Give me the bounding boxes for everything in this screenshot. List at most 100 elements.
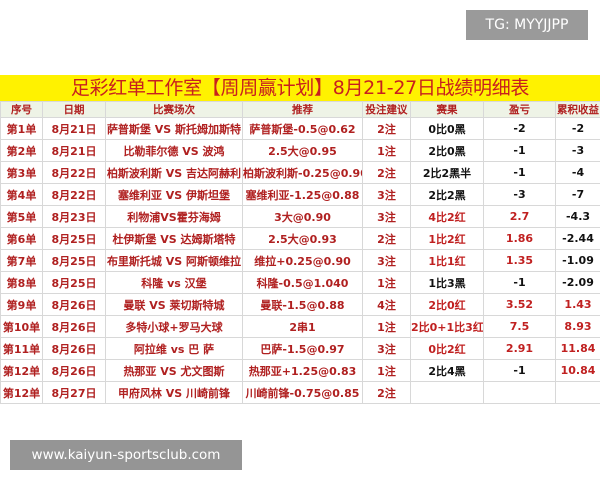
table-row: 第7单 8月25日 布里斯托城 VS 阿斯顿维拉 维拉+0.25@0.90 3注 1比1红…: [0, 249, 600, 272]
cell-seq: 第8单: [0, 271, 43, 294]
header-match: 比赛场次: [105, 101, 243, 118]
cell-match: 利物浦VS霍芬海姆: [105, 205, 243, 228]
table-row: 第8单 8月25日 科隆 vs 汉堡 科隆-0.5@1.040 1注 1比3黑 -1 -2.0…: [0, 271, 600, 294]
table-row: 第3单 8月22日 柏斯波利斯 VS 吉达阿赫利 柏斯波利斯-0.25@0.90 2注 2…: [0, 161, 600, 184]
cell-date: 8月21日: [42, 139, 106, 162]
cell-profit: 1.35: [483, 249, 556, 272]
cell-result: 2比2黑半: [410, 161, 484, 184]
cell-stake: 3注: [362, 183, 411, 206]
cell-profit: 3.52: [483, 293, 556, 316]
cell-cumulative: -4.3: [555, 205, 600, 228]
cell-date: 8月26日: [42, 315, 106, 338]
cell-profit: -1: [483, 139, 556, 162]
cell-pick: 2串1: [242, 315, 363, 338]
cell-seq: 第7单: [0, 249, 43, 272]
cell-match: 布里斯托城 VS 阿斯顿维拉: [105, 249, 243, 272]
cell-seq: 第12单: [0, 381, 43, 404]
cell-pick: 2.5大@0.93: [242, 227, 363, 250]
results-table: 序号 日期 比赛场次 推荐 投注建议 赛果 盈亏 累积收益 第1单 8月21日 萨普斯堡 VS 斯…: [0, 101, 600, 404]
cell-cumulative: -1.09: [555, 249, 600, 272]
cell-match: 热那亚 VS 尤文图斯: [105, 359, 243, 382]
cell-result: 0比2红: [410, 337, 484, 360]
cell-seq: 第9单: [0, 293, 43, 316]
cell-pick: 维拉+0.25@0.90: [242, 249, 363, 272]
cell-result: 2比2黑: [410, 183, 484, 206]
table-row: 第10单 8月26日 多特小球+罗马大球 2串1 1注 2比0+1比3红 7.5 8.93: [0, 315, 600, 338]
cell-match: 阿拉维 vs 巴 萨: [105, 337, 243, 360]
cell-match: 萨普斯堡 VS 斯托姆加斯特: [105, 117, 243, 140]
cell-pick: 巴萨-1.5@0.97: [242, 337, 363, 360]
cell-result: 2比0黑: [410, 139, 484, 162]
table-title: 足彩红单工作室【周周赢计划】8月21-27日战绩明细表: [0, 75, 600, 101]
cell-stake: 2注: [362, 381, 411, 404]
cell-match: 科隆 vs 汉堡: [105, 271, 243, 294]
cell-profit: 2.7: [483, 205, 556, 228]
cell-seq: 第1单: [0, 117, 43, 140]
table-row: 第5单 8月23日 利物浦VS霍芬海姆 3大@0.90 3注 4比2红 2.7 -4.3: [0, 205, 600, 228]
cell-seq: 第3单: [0, 161, 43, 184]
cell-match: 塞维利亚 VS 伊斯坦堡: [105, 183, 243, 206]
table-row: 第1单 8月21日 萨普斯堡 VS 斯托姆加斯特 萨普斯堡-0.5@0.62 2注 0比0…: [0, 117, 600, 140]
cell-profit: 1.86: [483, 227, 556, 250]
cell-profit: 2.91: [483, 337, 556, 360]
cell-stake: 4注: [362, 293, 411, 316]
cell-result: 2比0+1比3红: [410, 315, 484, 338]
header-stake: 投注建议: [362, 101, 411, 118]
header-pick: 推荐: [242, 101, 363, 118]
cell-stake: 2注: [362, 227, 411, 250]
cell-date: 8月25日: [42, 227, 106, 250]
cell-match: 多特小球+罗马大球: [105, 315, 243, 338]
table-row: 第9单 8月26日 曼联 VS 莱切斯特城 曼联-1.5@0.88 4注 2比0红 3.52…: [0, 293, 600, 316]
cell-date: 8月21日: [42, 117, 106, 140]
cell-pick: 川崎前锋-0.75@0.85: [242, 381, 363, 404]
cell-pick: 科隆-0.5@1.040: [242, 271, 363, 294]
cell-date: 8月25日: [42, 249, 106, 272]
cell-date: 8月23日: [42, 205, 106, 228]
cell-profit: 7.5: [483, 315, 556, 338]
header-cumulative: 累积收益: [555, 101, 600, 118]
cell-date: 8月25日: [42, 271, 106, 294]
cell-match: 杜伊斯堡 VS 达姆斯塔特: [105, 227, 243, 250]
telegram-watermark: TG: MYYJJPP: [466, 10, 588, 40]
cell-result: 1比3黑: [410, 271, 484, 294]
cell-stake: 1注: [362, 359, 411, 382]
cell-cumulative: 1.43: [555, 293, 600, 316]
cell-pick: 2.5大@0.95: [242, 139, 363, 162]
header-row: 序号 日期 比赛场次 推荐 投注建议 赛果 盈亏 累积收益: [0, 101, 600, 118]
cell-cumulative: [555, 381, 600, 404]
cell-stake: 1注: [362, 139, 411, 162]
cell-pick: 3大@0.90: [242, 205, 363, 228]
cell-profit: -1: [483, 359, 556, 382]
cell-cumulative: -2: [555, 117, 600, 140]
cell-profit: -2: [483, 117, 556, 140]
cell-match: 甲府风林 VS 川崎前锋: [105, 381, 243, 404]
table-row: 第12单 8月26日 热那亚 VS 尤文图斯 热那亚+1.25@0.83 1注 2比4黑 -…: [0, 359, 600, 382]
table-row: 第6单 8月25日 杜伊斯堡 VS 达姆斯塔特 2.5大@0.93 2注 1比2红 1.86…: [0, 227, 600, 250]
header-seq: 序号: [0, 101, 43, 118]
cell-cumulative: -2.09: [555, 271, 600, 294]
cell-stake: 2注: [362, 117, 411, 140]
cell-stake: 3注: [362, 337, 411, 360]
cell-cumulative: 10.84: [555, 359, 600, 382]
cell-seq: 第11单: [0, 337, 43, 360]
cell-match: 比勒菲尔德 VS 波鸿: [105, 139, 243, 162]
cell-cumulative: 11.84: [555, 337, 600, 360]
cell-seq: 第12单: [0, 359, 43, 382]
cell-match: 柏斯波利斯 VS 吉达阿赫利: [105, 161, 243, 184]
cell-stake: 3注: [362, 249, 411, 272]
cell-stake: 3注: [362, 205, 411, 228]
cell-stake: 1注: [362, 315, 411, 338]
cell-cumulative: -3: [555, 139, 600, 162]
cell-result: 4比2红: [410, 205, 484, 228]
cell-seq: 第4单: [0, 183, 43, 206]
cell-cumulative: -4: [555, 161, 600, 184]
cell-pick: 曼联-1.5@0.88: [242, 293, 363, 316]
header-result: 赛果: [410, 101, 484, 118]
cell-date: 8月22日: [42, 183, 106, 206]
cell-seq: 第6单: [0, 227, 43, 250]
cell-profit: -1: [483, 161, 556, 184]
cell-seq: 第5单: [0, 205, 43, 228]
cell-date: 8月27日: [42, 381, 106, 404]
cell-seq: 第2单: [0, 139, 43, 162]
cell-date: 8月26日: [42, 293, 106, 316]
